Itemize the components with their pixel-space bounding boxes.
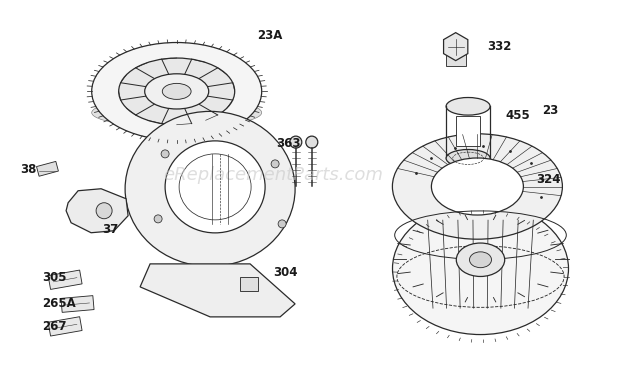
Polygon shape [48,270,82,289]
Ellipse shape [162,84,191,99]
Ellipse shape [165,141,265,233]
Ellipse shape [392,203,569,335]
Text: 267: 267 [42,320,67,333]
Polygon shape [61,296,94,312]
Circle shape [290,136,302,148]
Circle shape [96,203,112,219]
Ellipse shape [118,58,235,125]
Ellipse shape [446,97,490,115]
Text: eReplacementParts.com: eReplacementParts.com [163,166,383,184]
Ellipse shape [456,243,505,276]
Ellipse shape [432,158,523,215]
Circle shape [161,150,169,158]
Text: 305: 305 [42,272,67,284]
Polygon shape [443,32,468,61]
Ellipse shape [392,134,562,239]
Bar [37,162,58,176]
Text: 304: 304 [273,266,298,279]
Text: 265A: 265A [42,298,76,310]
Text: 324: 324 [536,173,561,185]
Ellipse shape [469,252,492,268]
Text: 38: 38 [20,163,36,176]
Ellipse shape [144,74,209,109]
Circle shape [306,136,318,148]
Circle shape [271,160,279,168]
Text: 455: 455 [505,109,530,122]
Polygon shape [48,317,82,336]
Bar [456,116,480,146]
Ellipse shape [125,112,295,266]
Polygon shape [66,189,128,233]
Circle shape [154,215,162,223]
Ellipse shape [92,43,262,140]
Polygon shape [140,264,295,317]
Ellipse shape [92,98,262,128]
Text: 37: 37 [102,223,118,236]
Ellipse shape [446,150,490,167]
Text: 23A: 23A [257,29,283,42]
Bar [446,54,466,66]
Bar [240,277,258,291]
Text: 363: 363 [276,137,301,150]
Text: 23: 23 [542,104,559,116]
Circle shape [278,220,286,228]
Text: 332: 332 [487,40,511,53]
